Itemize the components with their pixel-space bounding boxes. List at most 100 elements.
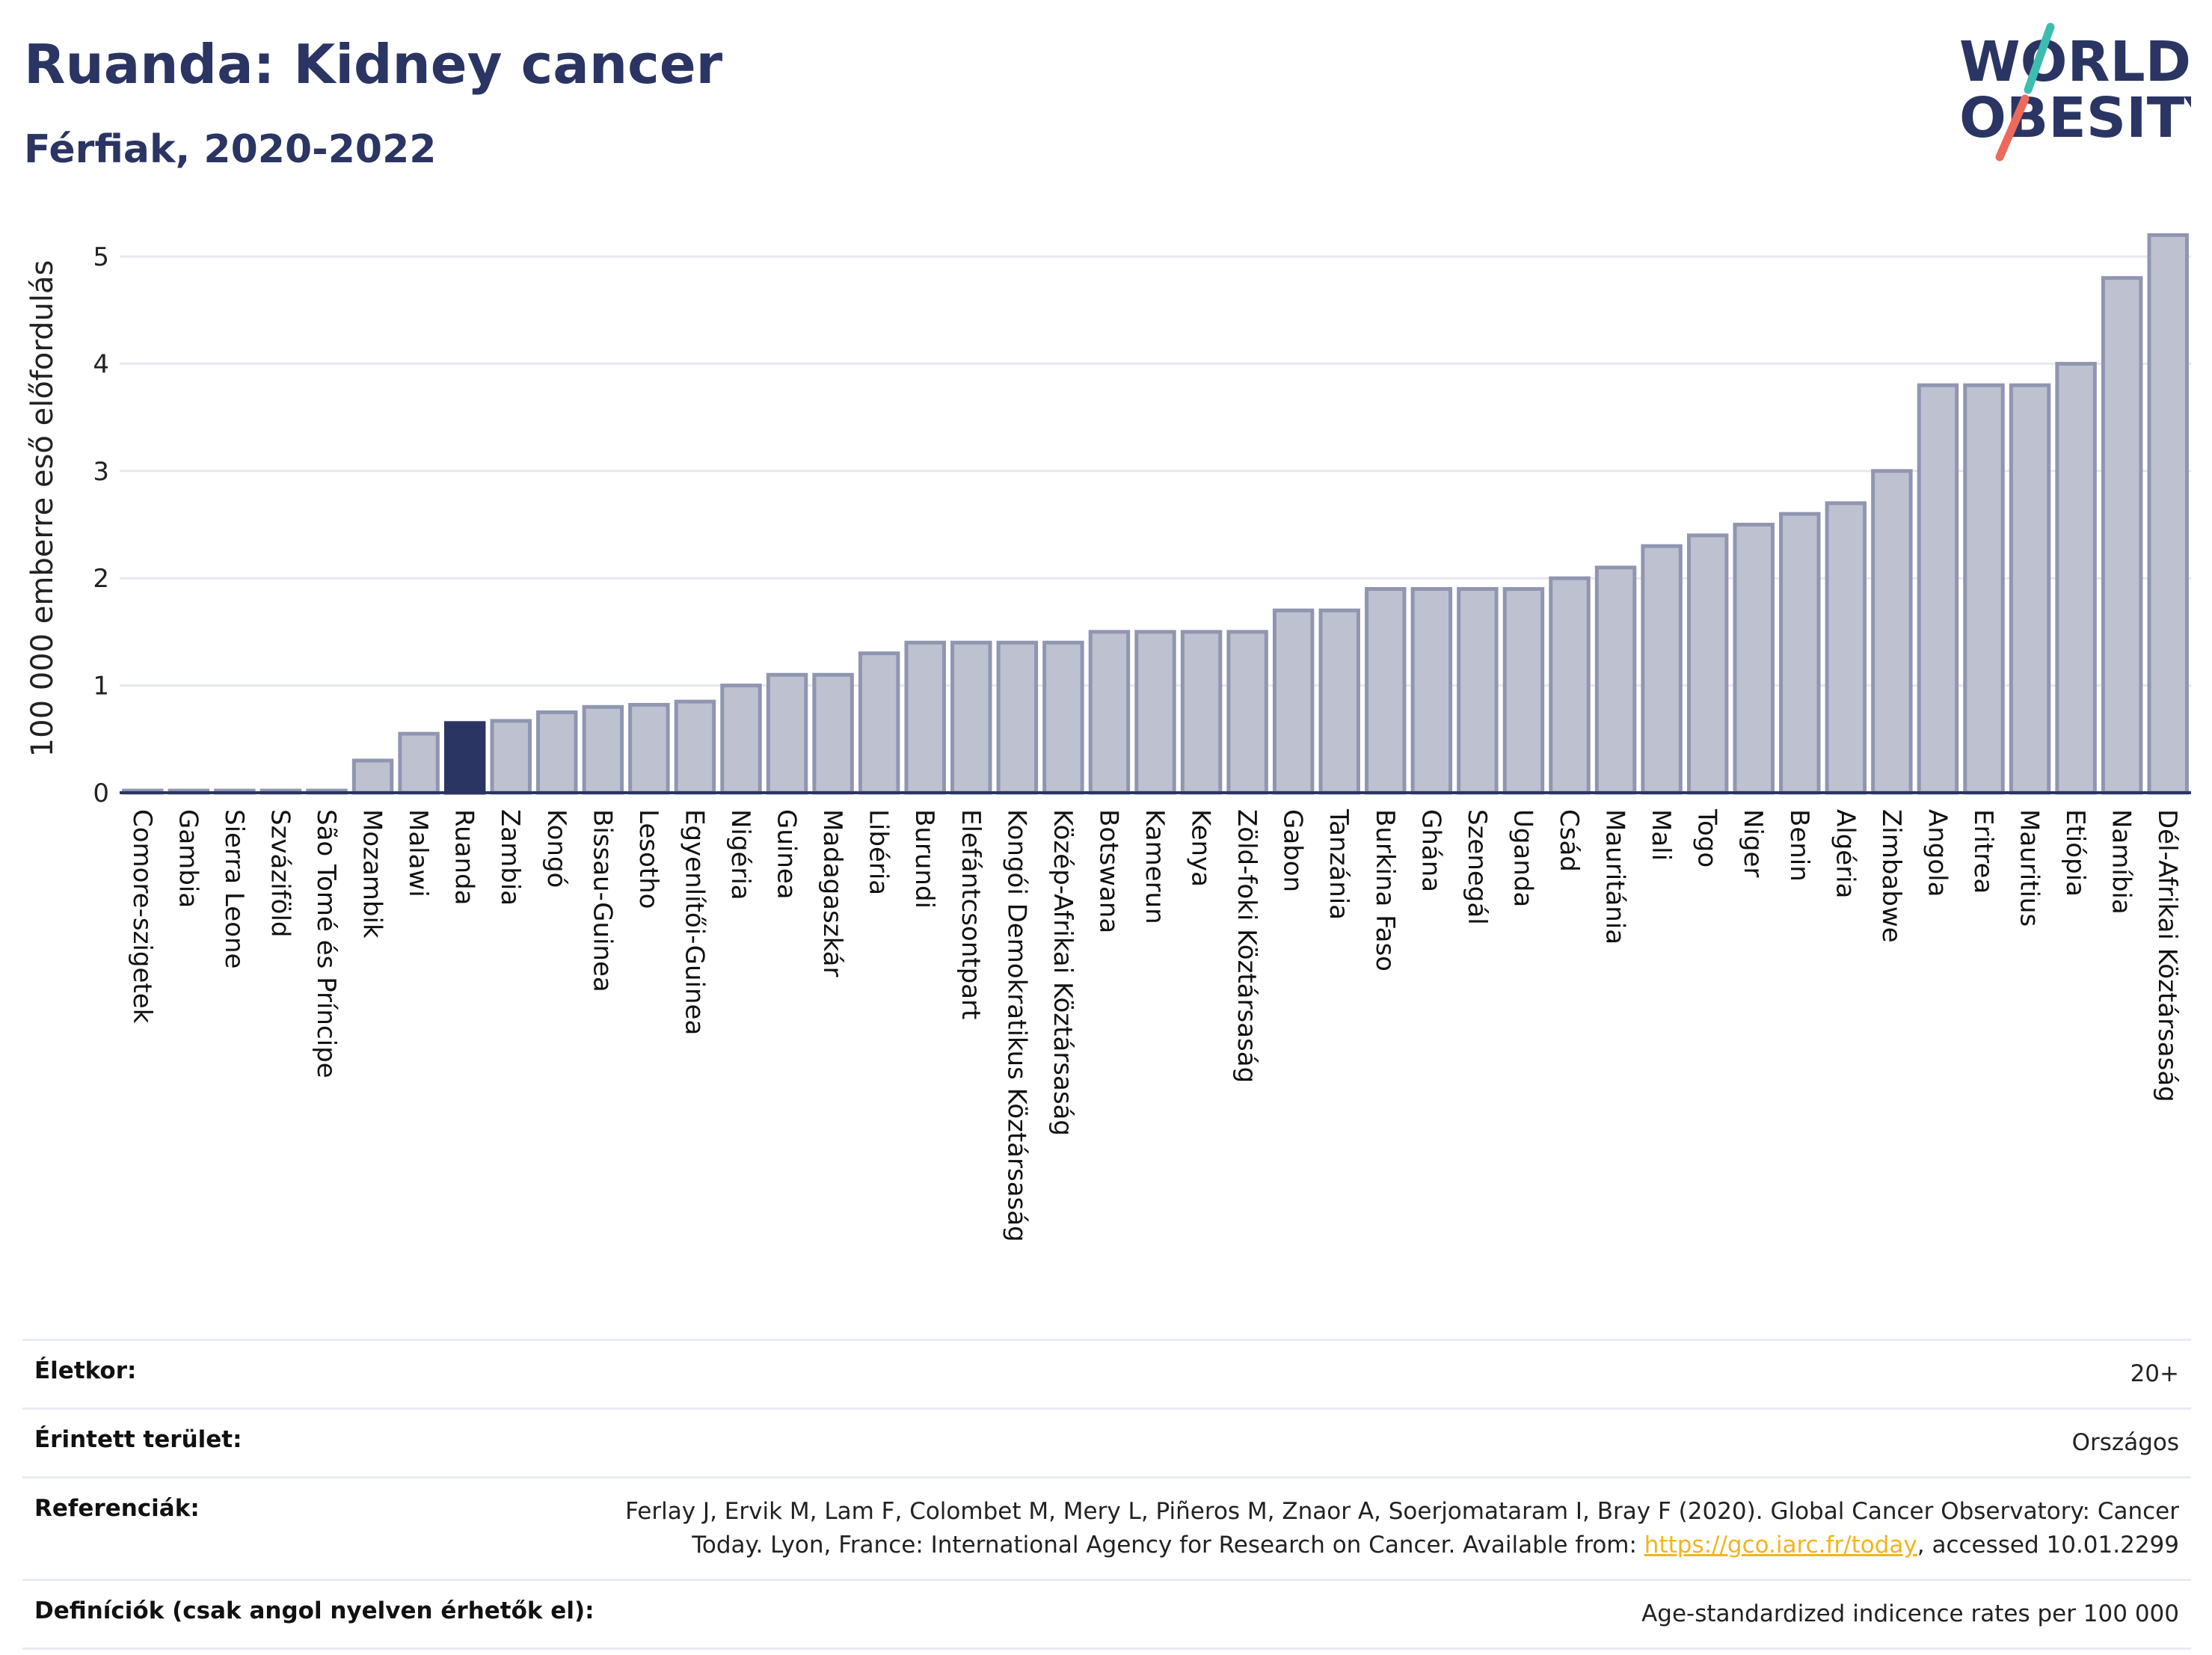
x-tick-label: Mali bbox=[1646, 809, 1676, 861]
x-tick-label: Togo bbox=[1692, 808, 1722, 868]
bar-20 bbox=[1042, 640, 1084, 795]
x-tick-label: Mozambik bbox=[357, 809, 387, 939]
bar-16 bbox=[858, 651, 900, 795]
x-tick-label: Szenegál bbox=[1462, 809, 1492, 925]
bar-14 bbox=[766, 672, 808, 795]
bar-7 bbox=[443, 721, 486, 795]
bar-9 bbox=[536, 710, 578, 795]
bar-18 bbox=[950, 640, 992, 795]
bar-32 bbox=[1594, 565, 1637, 795]
bar-15 bbox=[812, 672, 854, 795]
bar-8 bbox=[490, 719, 532, 795]
x-tick-label: Sierra Leone bbox=[219, 809, 249, 968]
bar-39 bbox=[1917, 383, 1959, 795]
logo-slash-coral bbox=[1995, 94, 2030, 162]
bar-22 bbox=[1134, 630, 1176, 795]
x-tick-label: Gambia bbox=[173, 809, 203, 908]
x-tick-label: Csád bbox=[1554, 809, 1584, 872]
x-tick-label: Malawi bbox=[403, 809, 433, 897]
bar-12 bbox=[674, 699, 716, 795]
info-label-age: Életkor: bbox=[34, 1357, 137, 1384]
bar-27 bbox=[1365, 587, 1407, 795]
info-value-age: 20+ bbox=[2130, 1360, 2179, 1387]
x-tick-label: Zimbabwe bbox=[1876, 809, 1906, 943]
info-row-definitions: Definíciók (csak angol nyelven érhetők e… bbox=[22, 1578, 2191, 1650]
bar-41 bbox=[2009, 383, 2051, 795]
bar-34 bbox=[1686, 533, 1729, 795]
bar-29 bbox=[1457, 587, 1499, 795]
bar-6 bbox=[398, 731, 440, 795]
x-tick-label: Dél-Afrikai Köztársaság bbox=[2152, 809, 2182, 1102]
x-tick-label: São Tomé és Príncipe bbox=[311, 809, 341, 1078]
y-tick-label: 0 bbox=[93, 779, 109, 808]
bar-36 bbox=[1779, 512, 1821, 795]
x-tick-label: Niger bbox=[1738, 809, 1768, 877]
world-obesity-logo: WORLD OBESITY bbox=[1959, 22, 2191, 162]
logo-text-obesity: OBESITY bbox=[1959, 86, 2191, 150]
info-label-references: Referenciák: bbox=[34, 1494, 200, 1522]
x-tick-label: Kongó bbox=[541, 809, 571, 888]
reference-text: Ferlay J, Ervik M, Lam F, Colombet M, Me… bbox=[625, 1497, 2179, 1559]
info-row-area: Érintett terület: Országos bbox=[22, 1407, 2191, 1476]
bar-10 bbox=[582, 704, 624, 795]
bar-42 bbox=[2055, 361, 2097, 795]
x-tick-label: Guinea bbox=[772, 809, 802, 900]
reference-link[interactable]: https://gco.iarc.fr/today bbox=[1644, 1531, 1917, 1559]
x-tick-label: Kongói Demokratikus Köztársaság bbox=[1001, 809, 1031, 1242]
x-tick-label: Libéria bbox=[864, 809, 894, 895]
x-tick-label: Benin bbox=[1784, 809, 1814, 882]
x-tick-label: Szváziföld bbox=[265, 809, 295, 937]
bar-13 bbox=[720, 684, 762, 795]
bar-44 bbox=[2147, 233, 2189, 795]
bar-24 bbox=[1226, 630, 1268, 795]
bar-43 bbox=[2101, 276, 2143, 795]
x-tick-label: Elefántcsontpart bbox=[956, 809, 986, 1019]
y-tick-label: 1 bbox=[93, 672, 109, 701]
bar-23 bbox=[1180, 630, 1223, 795]
info-value-definitions: Age-standardized indicence rates per 100… bbox=[1641, 1600, 2179, 1627]
bar-11 bbox=[628, 702, 670, 795]
x-tick-label: Zöld-foki Köztársaság bbox=[1232, 809, 1262, 1083]
x-tick-label: Algéria bbox=[1830, 809, 1860, 898]
x-tick-label: Ruanda bbox=[449, 809, 479, 905]
x-tick-label: Burundi bbox=[909, 809, 939, 909]
x-tick-label: Mauritius bbox=[2015, 809, 2044, 927]
bar-chart: 0 1 2 3 4 5 Comore-szigetek Gambia Sierra Leone… bbox=[25, 233, 2191, 1242]
x-tick-label: Mauritánia bbox=[1600, 809, 1630, 945]
logo-text-world: WORLD bbox=[1959, 30, 2191, 94]
x-tick-label: Egyenlítői-Guinea bbox=[679, 809, 709, 1035]
bar-19 bbox=[996, 640, 1039, 795]
info-table: Életkor: 20+ Érintett terület: Országos … bbox=[22, 1339, 2191, 1650]
bar-35 bbox=[1733, 523, 1775, 795]
x-tick-label: Etiópia bbox=[2060, 809, 2090, 897]
x-tick-label: Angola bbox=[1922, 809, 1952, 897]
y-tick-label: 2 bbox=[93, 564, 109, 594]
bar-31 bbox=[1549, 576, 1591, 795]
bar-33 bbox=[1641, 544, 1683, 795]
page-subtitle: Férfiak, 2020-2022 bbox=[24, 127, 437, 172]
logo-slash-teal bbox=[2024, 22, 2055, 94]
bar-37 bbox=[1825, 501, 1867, 795]
info-row-age: Életkor: 20+ bbox=[22, 1339, 2191, 1407]
info-label-area: Érintett terület: bbox=[34, 1425, 242, 1453]
x-tick-label: Burkina Faso bbox=[1370, 809, 1400, 971]
x-tick-label: Lesotho bbox=[633, 809, 663, 909]
x-tick-label: Ghána bbox=[1416, 809, 1446, 892]
x-tick-label: Namíbia bbox=[2107, 809, 2136, 915]
x-tick-label: Uganda bbox=[1508, 809, 1537, 907]
bar-17 bbox=[904, 640, 946, 795]
x-axis-ticks: Comore-szigetek Gambia Sierra Leone Szvázif… bbox=[127, 808, 2182, 1242]
bar-25 bbox=[1272, 608, 1315, 795]
x-tick-label: Tanzánia bbox=[1324, 808, 1354, 920]
bar-30 bbox=[1502, 587, 1545, 795]
x-tick-label: Nigéria bbox=[725, 809, 755, 900]
x-tick-label: Kamerun bbox=[1140, 809, 1170, 924]
x-tick-label: Madagaszkár bbox=[817, 809, 847, 977]
x-tick-label: Botswana bbox=[1093, 809, 1123, 933]
y-tick-label: 5 bbox=[93, 242, 109, 272]
bar-40 bbox=[1963, 383, 2005, 795]
bar-21 bbox=[1088, 630, 1131, 795]
y-tick-label: 4 bbox=[93, 349, 109, 379]
page-title: Ruanda: Kidney cancer bbox=[24, 33, 723, 96]
y-tick-label: 3 bbox=[93, 457, 109, 487]
